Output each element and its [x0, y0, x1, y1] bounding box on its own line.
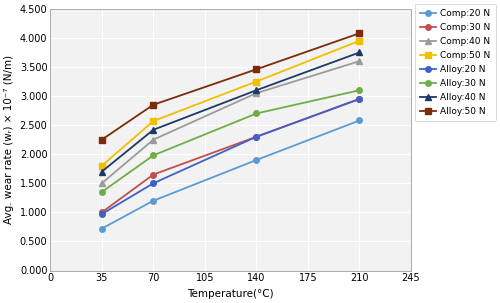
- Comp:50 N: [99, 164, 105, 168]
- Alloy:40 N: [150, 128, 156, 132]
- Comp:30 N: [99, 211, 105, 214]
- Alloy:30 N: [99, 190, 105, 194]
- Line: Comp:20 N: Comp:20 N: [99, 118, 362, 231]
- Comp:20 N: [99, 227, 105, 231]
- Line: Alloy:20 N: Alloy:20 N: [99, 96, 362, 217]
- Alloy:50 N: [356, 32, 362, 35]
- Comp:30 N: [150, 173, 156, 176]
- Alloy:20 N: [356, 97, 362, 101]
- Alloy:20 N: [99, 212, 105, 216]
- Alloy:40 N: [356, 51, 362, 54]
- Alloy:40 N: [99, 170, 105, 173]
- Alloy:20 N: [254, 135, 260, 138]
- Comp:40 N: [254, 91, 260, 95]
- Comp:50 N: [150, 119, 156, 123]
- Alloy:30 N: [254, 112, 260, 115]
- Alloy:20 N: [150, 181, 156, 185]
- X-axis label: Temperature(°C): Temperature(°C): [188, 289, 274, 299]
- Comp:40 N: [356, 59, 362, 63]
- Line: Alloy:50 N: Alloy:50 N: [99, 31, 362, 142]
- Y-axis label: Avg. wear rate (wᵣ) × 10⁻⁷ (N/m): Avg. wear rate (wᵣ) × 10⁻⁷ (N/m): [4, 55, 14, 224]
- Comp:50 N: [254, 80, 260, 83]
- Alloy:50 N: [99, 138, 105, 142]
- Alloy:50 N: [150, 103, 156, 107]
- Line: Alloy:40 N: Alloy:40 N: [99, 50, 362, 175]
- Line: Comp:50 N: Comp:50 N: [99, 38, 362, 168]
- Comp:20 N: [356, 119, 362, 122]
- Comp:50 N: [356, 39, 362, 43]
- Alloy:40 N: [254, 88, 260, 92]
- Comp:20 N: [254, 158, 260, 162]
- Legend: Comp:20 N, Comp:30 N, Comp:40 N, Comp:50 N, Alloy:20 N, Alloy:30 N, Alloy:40 N, : Comp:20 N, Comp:30 N, Comp:40 N, Comp:50…: [414, 4, 496, 121]
- Line: Alloy:30 N: Alloy:30 N: [99, 88, 362, 195]
- Comp:40 N: [99, 181, 105, 185]
- Comp:30 N: [254, 135, 260, 138]
- Comp:30 N: [356, 97, 362, 101]
- Line: Comp:40 N: Comp:40 N: [99, 58, 362, 186]
- Alloy:50 N: [254, 68, 260, 71]
- Alloy:30 N: [356, 88, 362, 92]
- Comp:40 N: [150, 138, 156, 142]
- Line: Comp:30 N: Comp:30 N: [99, 96, 362, 215]
- Comp:20 N: [150, 199, 156, 202]
- Alloy:30 N: [150, 154, 156, 157]
